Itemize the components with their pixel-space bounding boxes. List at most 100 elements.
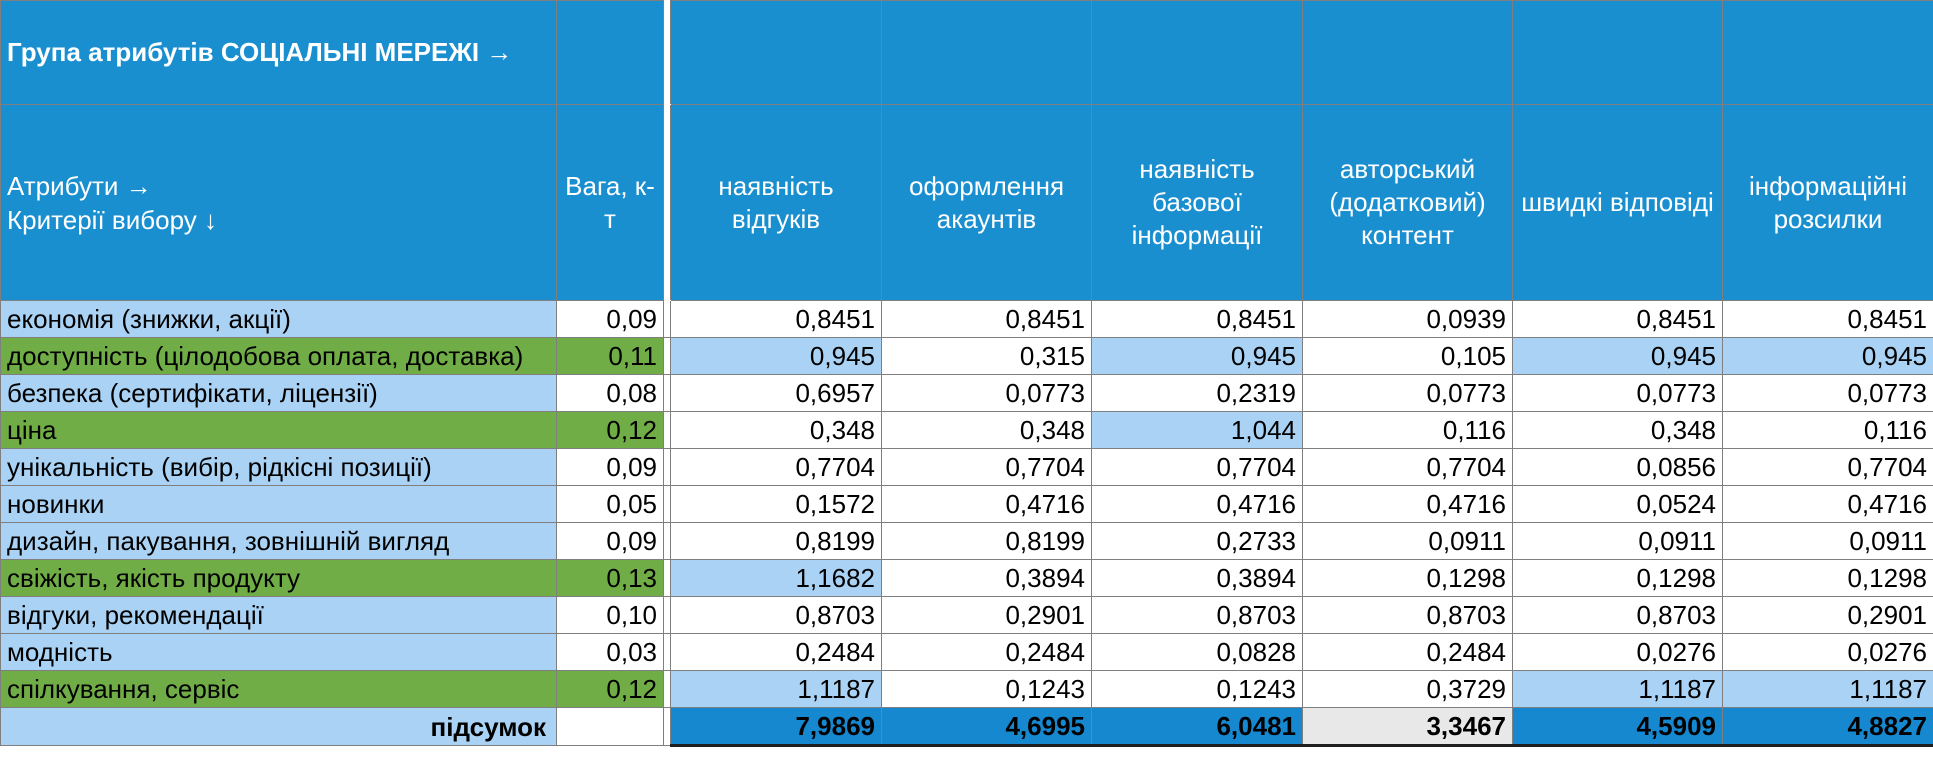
- weight-cell: 0,10: [556, 596, 664, 634]
- value-cell: 0,0911: [1722, 522, 1933, 560]
- table-row: свіжість, якість продукту 0,13 1,1682 0,…: [0, 559, 1933, 597]
- value-cell: 0,3894: [1091, 559, 1303, 597]
- value-cell: 0,8703: [1512, 596, 1723, 634]
- value-cell: 0,348: [881, 411, 1092, 449]
- criterion-cell: дизайн, пакування, зовнішній вигляд: [0, 522, 557, 560]
- total-cell: 4,5909: [1512, 707, 1723, 747]
- value-cell: 0,8451: [1722, 300, 1933, 338]
- value-cell: 1,1682: [670, 559, 882, 597]
- separator-column: [663, 596, 671, 634]
- total-cell: 6,0481: [1091, 707, 1303, 747]
- criterion-cell: модність: [0, 633, 557, 671]
- value-cell: 0,105: [1302, 337, 1513, 375]
- weight-cell: 0,12: [556, 411, 664, 449]
- value-cell: 0,6957: [670, 374, 882, 412]
- table-row: модність 0,03 0,2484 0,2484 0,0828 0,248…: [0, 633, 1933, 671]
- group-title: Група атрибутів СОЦІАЛЬНІ МЕРЕЖІ →: [0, 0, 557, 105]
- weight-cell: 0,12: [556, 670, 664, 708]
- value-cell: 0,0524: [1512, 485, 1723, 523]
- separator-column: [663, 0, 671, 105]
- value-cell: 0,0773: [1302, 374, 1513, 412]
- weight-cell: 0,09: [556, 522, 664, 560]
- value-cell: 0,3894: [881, 559, 1092, 597]
- criterion-cell: економія (знижки, акції): [0, 300, 557, 338]
- value-cell: 0,1298: [1722, 559, 1933, 597]
- table-row: дизайн, пакування, зовнішній вигляд 0,09…: [0, 522, 1933, 560]
- value-cell: 0,0276: [1722, 633, 1933, 671]
- value-cell: 0,8199: [670, 522, 882, 560]
- value-cell: 0,116: [1722, 411, 1933, 449]
- separator-column: [663, 707, 671, 746]
- value-cell: 0,0939: [1302, 300, 1513, 338]
- value-cell: 0,0911: [1512, 522, 1723, 560]
- separator-column: [663, 448, 671, 486]
- column-header: швидкі відповіді: [1512, 104, 1723, 301]
- weight-cell: 0,09: [556, 300, 664, 338]
- value-cell: 0,8451: [1091, 300, 1303, 338]
- value-cell: 0,8451: [670, 300, 882, 338]
- value-cell: 0,2319: [1091, 374, 1303, 412]
- value-cell: 0,348: [1512, 411, 1723, 449]
- attributes-label: Атрибути →: [7, 170, 152, 201]
- header-empty-cell: [881, 0, 1092, 105]
- total-cell: 4,6995: [881, 707, 1092, 747]
- criterion-cell: ціна: [0, 411, 557, 449]
- weight-cell: 0,09: [556, 448, 664, 486]
- column-header: інформаційні розсилки: [1722, 104, 1933, 301]
- value-cell: 0,2484: [881, 633, 1092, 671]
- separator-column: [663, 104, 671, 301]
- value-cell: 0,7704: [881, 448, 1092, 486]
- value-cell: 0,7704: [1091, 448, 1303, 486]
- value-cell: 0,7704: [670, 448, 882, 486]
- value-cell: 0,945: [1722, 337, 1933, 375]
- table-row: відгуки, рекомендації 0,10 0,8703 0,2901…: [0, 596, 1933, 634]
- separator-column: [663, 337, 671, 375]
- value-cell: 1,1187: [1722, 670, 1933, 708]
- criteria-label: Критерії вибору ↓: [7, 204, 217, 235]
- value-cell: 0,1243: [1091, 670, 1303, 708]
- header-empty-cell: [670, 0, 882, 105]
- total-cell: 4,8827: [1722, 707, 1933, 747]
- separator-column: [663, 485, 671, 523]
- column-header: авторський (додатковий) контент: [1302, 104, 1513, 301]
- table-row: доступність (цілодобова оплата, доставка…: [0, 337, 1933, 375]
- header-empty-cell: [1302, 0, 1513, 105]
- value-cell: 1,1187: [670, 670, 882, 708]
- value-cell: 0,2901: [1722, 596, 1933, 634]
- value-cell: 0,2901: [881, 596, 1092, 634]
- value-cell: 0,4716: [1722, 485, 1933, 523]
- value-cell: 0,4716: [1302, 485, 1513, 523]
- separator-column: [663, 522, 671, 560]
- header-empty-cell: [556, 0, 664, 105]
- weight-cell: 0,08: [556, 374, 664, 412]
- header-empty-cell: [1722, 0, 1933, 105]
- weight-header: Вага, к-т: [556, 104, 664, 301]
- value-cell: 0,945: [1091, 337, 1303, 375]
- value-cell: 0,1243: [881, 670, 1092, 708]
- value-cell: 0,7704: [1302, 448, 1513, 486]
- value-cell: 0,0276: [1512, 633, 1723, 671]
- value-cell: 0,2484: [670, 633, 882, 671]
- value-cell: 0,0828: [1091, 633, 1303, 671]
- value-cell: 0,0773: [881, 374, 1092, 412]
- criterion-cell: новинки: [0, 485, 557, 523]
- header-empty-cell: [1091, 0, 1303, 105]
- value-cell: 0,1298: [1512, 559, 1723, 597]
- value-cell: 0,1298: [1302, 559, 1513, 597]
- column-header: наявність відгуків: [670, 104, 882, 301]
- separator-column: [663, 670, 671, 708]
- separator-column: [663, 633, 671, 671]
- criterion-cell: доступність (цілодобова оплата, доставка…: [0, 337, 557, 375]
- table-row: новинки 0,05 0,1572 0,4716 0,4716 0,4716…: [0, 485, 1933, 523]
- table-row: спілкування, сервіс 0,12 1,1187 0,1243 0…: [0, 670, 1933, 708]
- total-weight-cell: [556, 707, 664, 746]
- separator-column: [663, 374, 671, 412]
- column-header: наявність базової інформації: [1091, 104, 1303, 301]
- table-row: унікальність (вибір, рідкісні позиції) 0…: [0, 448, 1933, 486]
- value-cell: 0,2484: [1302, 633, 1513, 671]
- value-cell: 0,348: [670, 411, 882, 449]
- value-cell: 0,8703: [1302, 596, 1513, 634]
- total-row: підсумок 7,9869 4,6995 6,0481 3,3467 4,5…: [0, 707, 1933, 747]
- separator-column: [663, 411, 671, 449]
- value-cell: 0,315: [881, 337, 1092, 375]
